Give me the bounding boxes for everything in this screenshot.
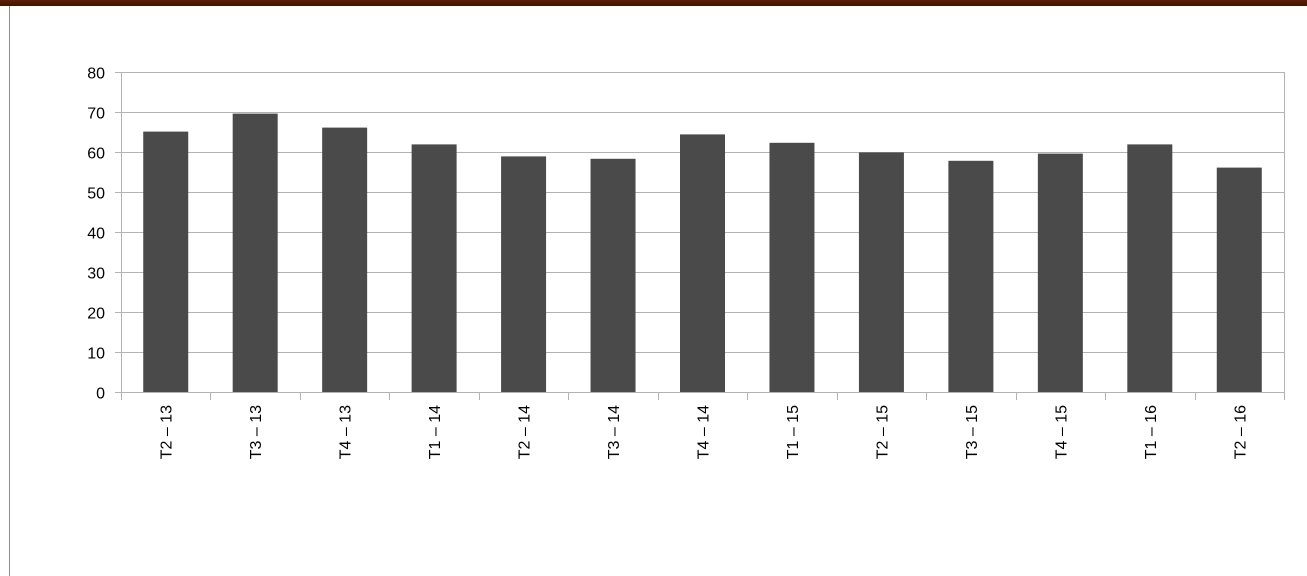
- y-tick-label: 80: [87, 66, 105, 83]
- y-tick-label: 0: [96, 386, 105, 403]
- bar: [143, 131, 189, 392]
- y-tick-label: 40: [87, 226, 105, 243]
- x-tick-label: T3 – 14: [606, 405, 623, 459]
- x-tick-label: T1 – 15: [785, 405, 802, 459]
- bar: [322, 127, 368, 392]
- x-tick-label: T3 – 15: [964, 405, 981, 459]
- x-tick-label: T4 – 15: [1053, 405, 1070, 459]
- y-tick-label: 50: [87, 186, 105, 203]
- x-tick-label: T2 – 15: [874, 405, 891, 459]
- x-tick-label: T4 – 14: [696, 405, 713, 459]
- bar: [411, 144, 457, 392]
- bar: [1037, 153, 1083, 392]
- x-tick-label: T2 – 14: [517, 405, 534, 459]
- y-tick-label: 10: [87, 346, 105, 363]
- bars: [143, 113, 1262, 392]
- bar: [1127, 144, 1173, 392]
- y-tick-labels: 0 10 20 30 40 50 60 70 80: [87, 66, 105, 403]
- x-tick-label: T1 – 16: [1143, 405, 1160, 459]
- y-tick-label: 20: [87, 306, 105, 323]
- y-tick-label: 70: [87, 106, 105, 123]
- bar: [590, 158, 636, 392]
- x-tick-labels: T2 – 13 T3 – 13 T4 – 13 T1 – 14 T2 – 14 T3 – …: [159, 405, 1250, 459]
- x-tick-label: T2 – 16: [1232, 405, 1249, 459]
- x-tick-label: T4 – 13: [338, 405, 355, 459]
- bar: [1216, 167, 1262, 392]
- bar: [948, 160, 994, 392]
- y-tick-label: 30: [87, 266, 105, 283]
- y-tick-label: 60: [87, 146, 105, 163]
- x-tick-label: T3 – 13: [248, 405, 265, 459]
- window-top-bar: [0, 0, 1307, 6]
- bar: [501, 156, 547, 392]
- bar: [769, 142, 815, 392]
- bar: [858, 152, 904, 392]
- axes: [115, 72, 1285, 400]
- x-tick-label: T2 – 13: [159, 405, 176, 459]
- x-tick-label: T1 – 14: [427, 405, 444, 459]
- bar: [680, 134, 725, 392]
- frame-left-rule: [9, 6, 10, 576]
- bar: [232, 113, 278, 392]
